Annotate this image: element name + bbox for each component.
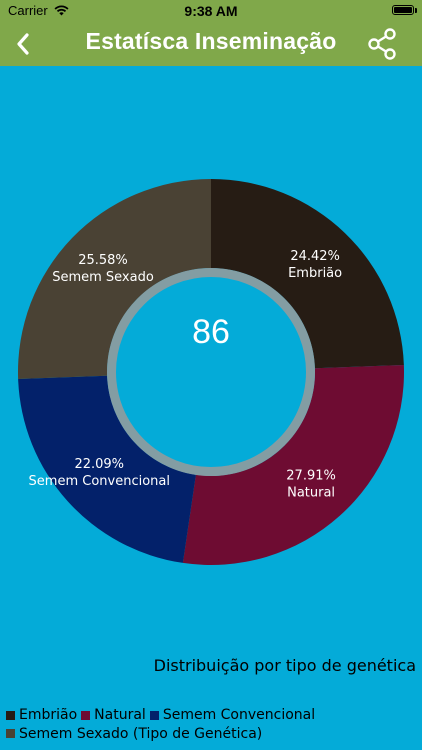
wifi-icon — [54, 5, 69, 16]
donut-inner-ring — [107, 268, 315, 476]
battery-level — [394, 7, 412, 13]
pie-slice-semem-sexado[interactable] — [18, 179, 211, 380]
legend-swatch — [6, 729, 15, 738]
legend-item: Semem Convencional — [149, 706, 316, 724]
legend-swatch — [149, 710, 159, 720]
battery-icon — [392, 5, 417, 15]
slice-name-label: Natural — [287, 486, 335, 501]
share-icon — [368, 28, 396, 60]
slice-percent-label: 27.91% — [286, 469, 336, 484]
legend-label: Semem Convencional — [162, 707, 316, 723]
legend-label: Natural — [94, 707, 146, 723]
slice-name-label: Embrião — [288, 266, 342, 281]
pie-slice-embrião[interactable] — [211, 179, 404, 369]
chart-center-total: 86 — [192, 313, 230, 351]
share-button[interactable] — [364, 26, 400, 62]
carrier-label: Carrier — [8, 3, 48, 18]
page-title: Estatísca Inseminação — [85, 28, 337, 54]
chart-area: 24.42% Embrião 27.91% Natural 22.09% Semem Co… — [0, 66, 422, 626]
pie-slice-semem-convencional[interactable] — [18, 375, 196, 563]
slice-name-label: Semem Convencional — [29, 474, 170, 489]
back-button[interactable] — [8, 28, 38, 60]
donut-chart: 24.42% Embrião 27.91% Natural 22.09% Semem Co… — [18, 179, 404, 565]
legend-swatch — [81, 710, 91, 720]
status-time: 9:38 AM — [184, 3, 238, 19]
legend-item: Semem Sexado (Tipo de Genética) — [6, 725, 262, 743]
pie-slice-natural[interactable] — [182, 364, 404, 565]
legend-item: Natural — [81, 706, 146, 724]
legend-item: Embrião — [6, 706, 77, 724]
legend-label: Semem Sexado (Tipo de Genética) — [19, 725, 263, 742]
slice-percent-label: 22.09% — [74, 457, 124, 472]
slice-percent-label: 24.42% — [290, 249, 340, 264]
slice-name-label: Semem Sexado — [52, 270, 154, 285]
legend-label: Embrião — [19, 707, 78, 723]
chart-legend: Embrião Natural Semem Convencional Semem Se… — [6, 706, 416, 743]
status-bar: Carrier 9:38 AM — [0, 0, 422, 22]
legend-swatch — [6, 710, 15, 720]
status-left: Carrier — [8, 3, 69, 18]
chevron-left-icon — [17, 33, 29, 55]
nav-bar: Estatísca Inseminação — [0, 22, 422, 66]
slice-percent-label: 25.58% — [78, 253, 128, 268]
chart-title: Distribuição por tipo de genética — [153, 656, 416, 675]
